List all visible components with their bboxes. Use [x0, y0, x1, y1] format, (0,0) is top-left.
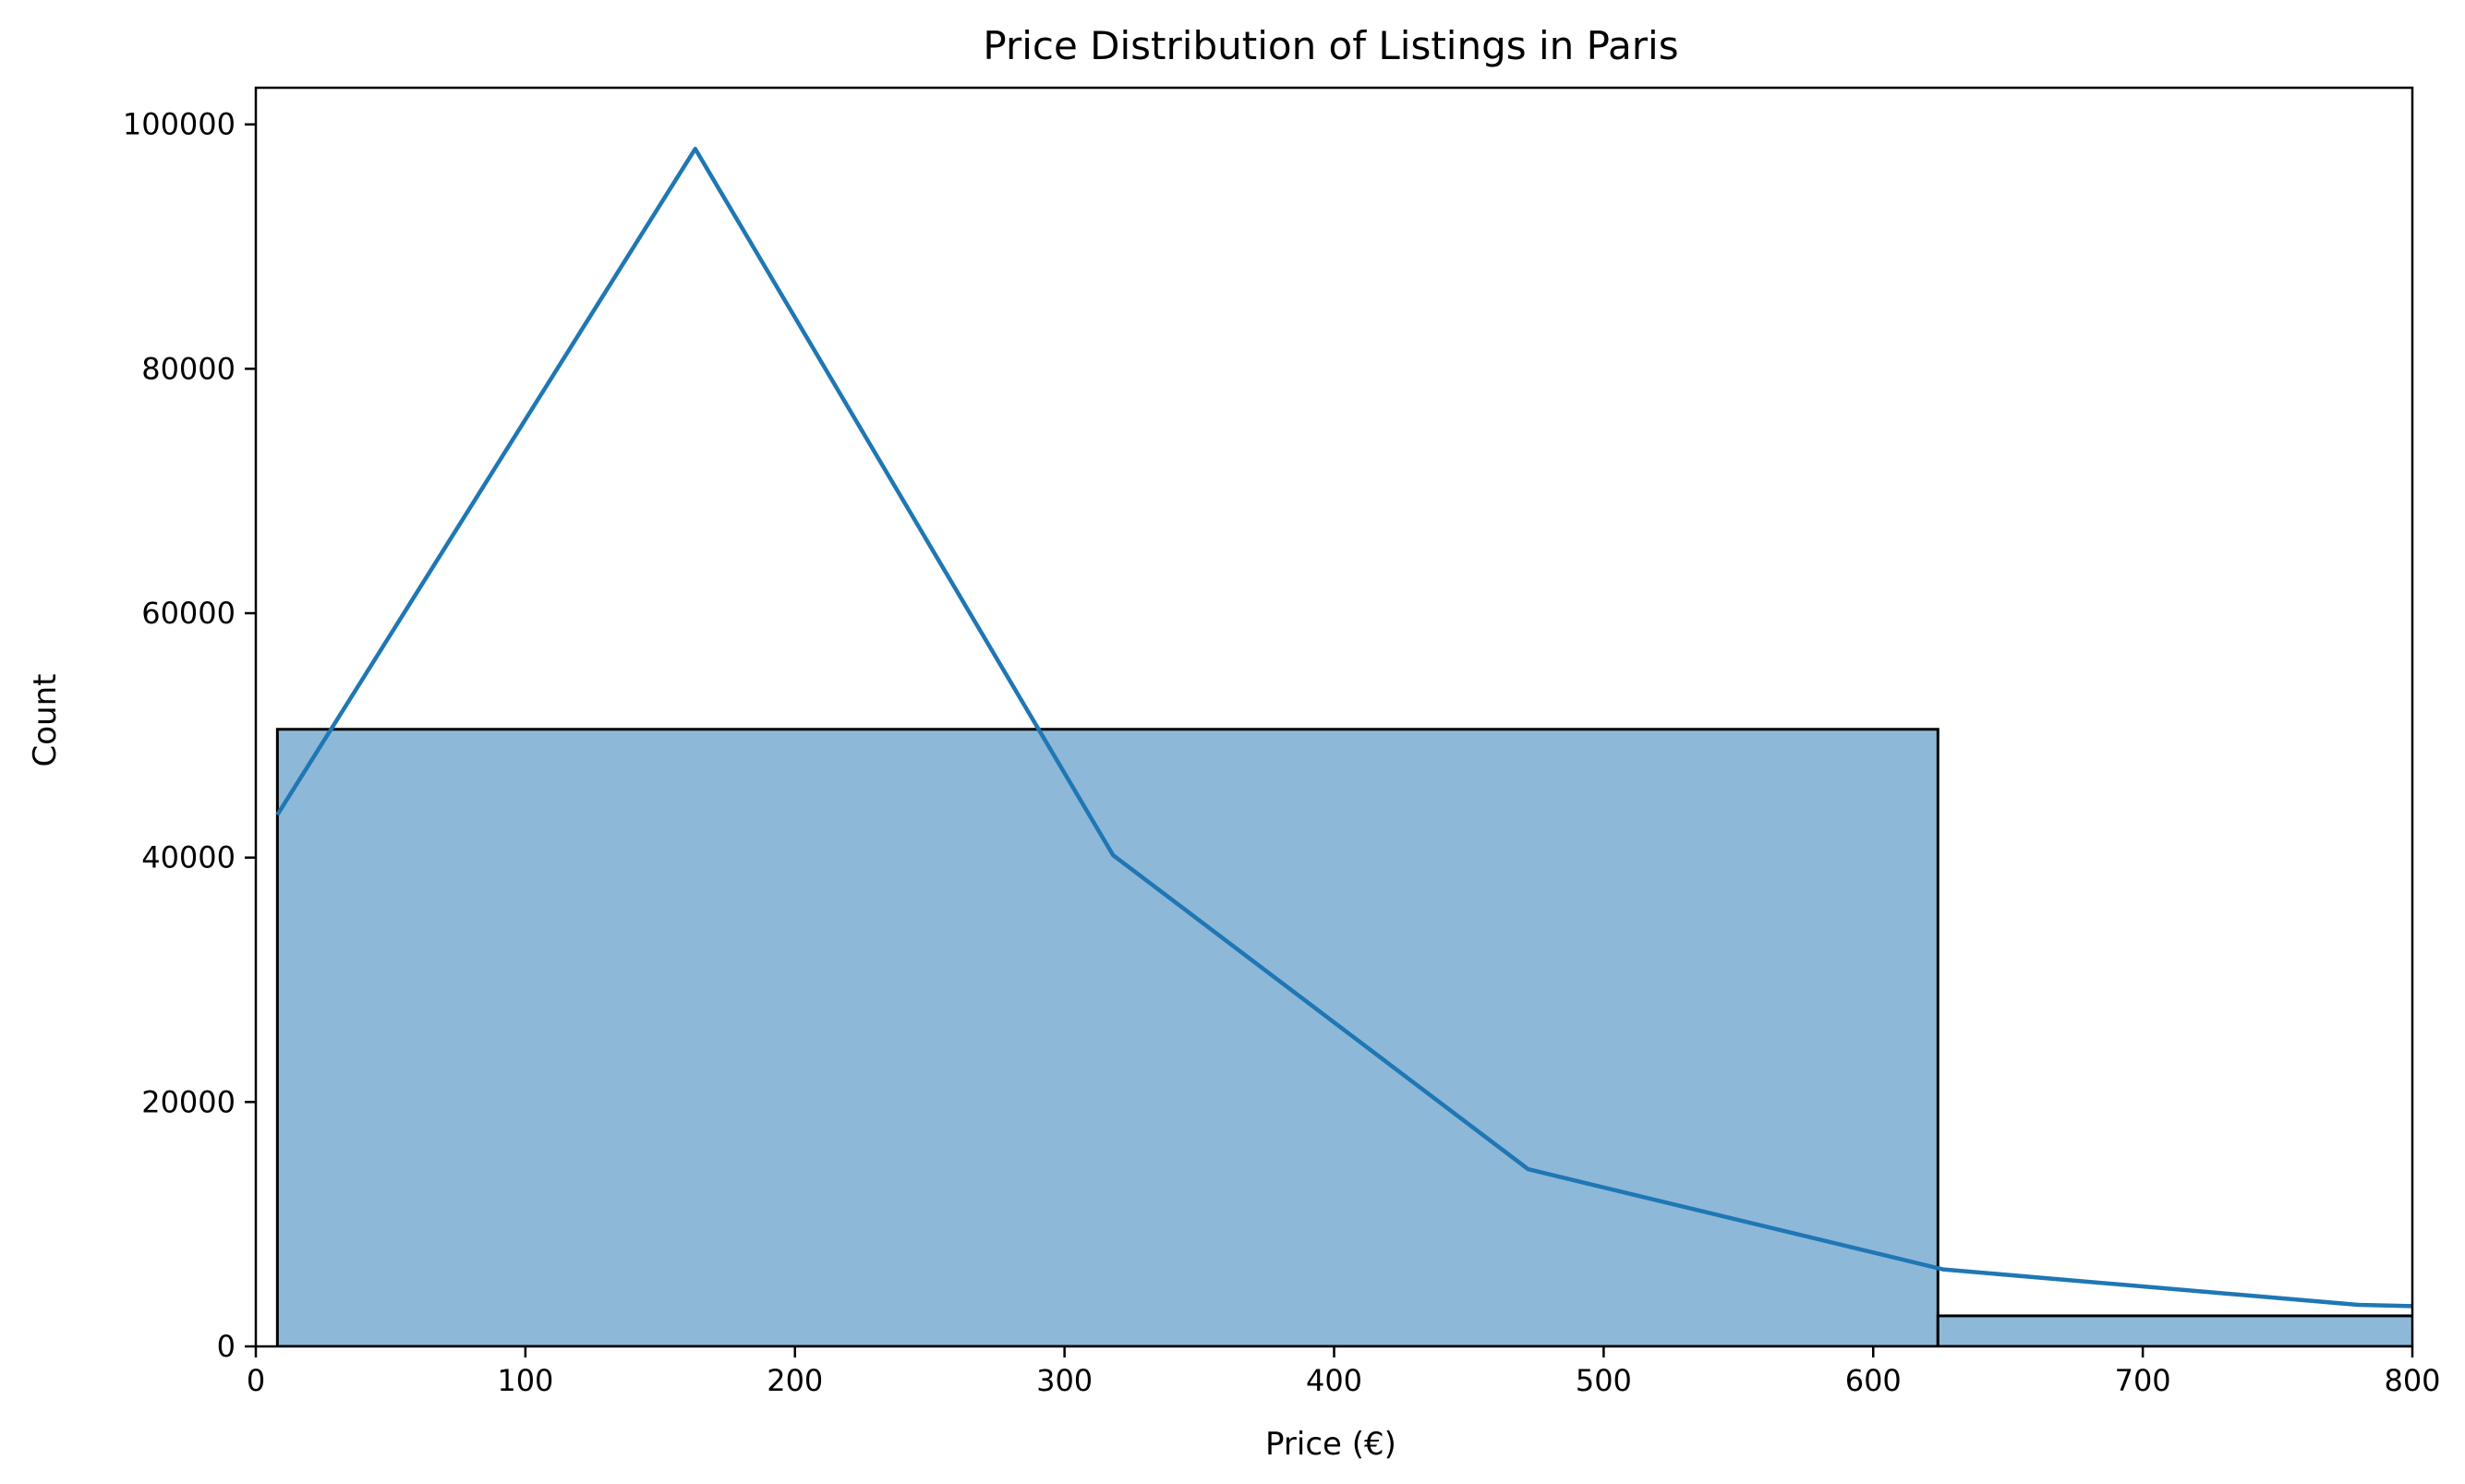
- y-tick-label-2: 40000: [141, 840, 236, 875]
- x-tick-label-1: 100: [497, 1363, 553, 1398]
- x-tick-label-6: 600: [1845, 1363, 1902, 1398]
- chart-title: Price Distribution of Listings in Paris: [983, 23, 1678, 68]
- y-tick-label-5: 100000: [123, 107, 236, 142]
- x-axis-ticks: 0 100 200 300 400 500 600 700 800: [247, 1346, 2441, 1398]
- y-tick-label-0: 0: [217, 1329, 236, 1364]
- x-tick-label-7: 700: [2115, 1363, 2171, 1398]
- x-tick-label-2: 200: [767, 1363, 823, 1398]
- plot-frame: [254, 86, 2414, 1348]
- histogram-bar-1: [1936, 1314, 2412, 1346]
- y-axis-ticks: 0 20000 40000 60000 80000 100000: [123, 107, 256, 1364]
- x-tick-label-8: 800: [2384, 1363, 2440, 1398]
- kde-line: [275, 146, 2412, 1309]
- histogram-bars: [275, 728, 2412, 1346]
- x-tick-label-0: 0: [247, 1363, 265, 1398]
- histogram-bar-0: [275, 728, 1939, 1346]
- x-tick-label-5: 500: [1576, 1363, 1632, 1398]
- y-tick-label-3: 60000: [141, 596, 236, 631]
- x-tick-label-4: 400: [1306, 1363, 1362, 1398]
- x-tick-label-3: 300: [1036, 1363, 1093, 1398]
- y-tick-label-1: 20000: [141, 1084, 236, 1119]
- kde-line-group: [275, 146, 2412, 1309]
- x-axis-title: Price (€): [1265, 1426, 1396, 1463]
- y-axis-title: Count: [27, 674, 64, 767]
- y-tick-label-4: 80000: [141, 351, 236, 386]
